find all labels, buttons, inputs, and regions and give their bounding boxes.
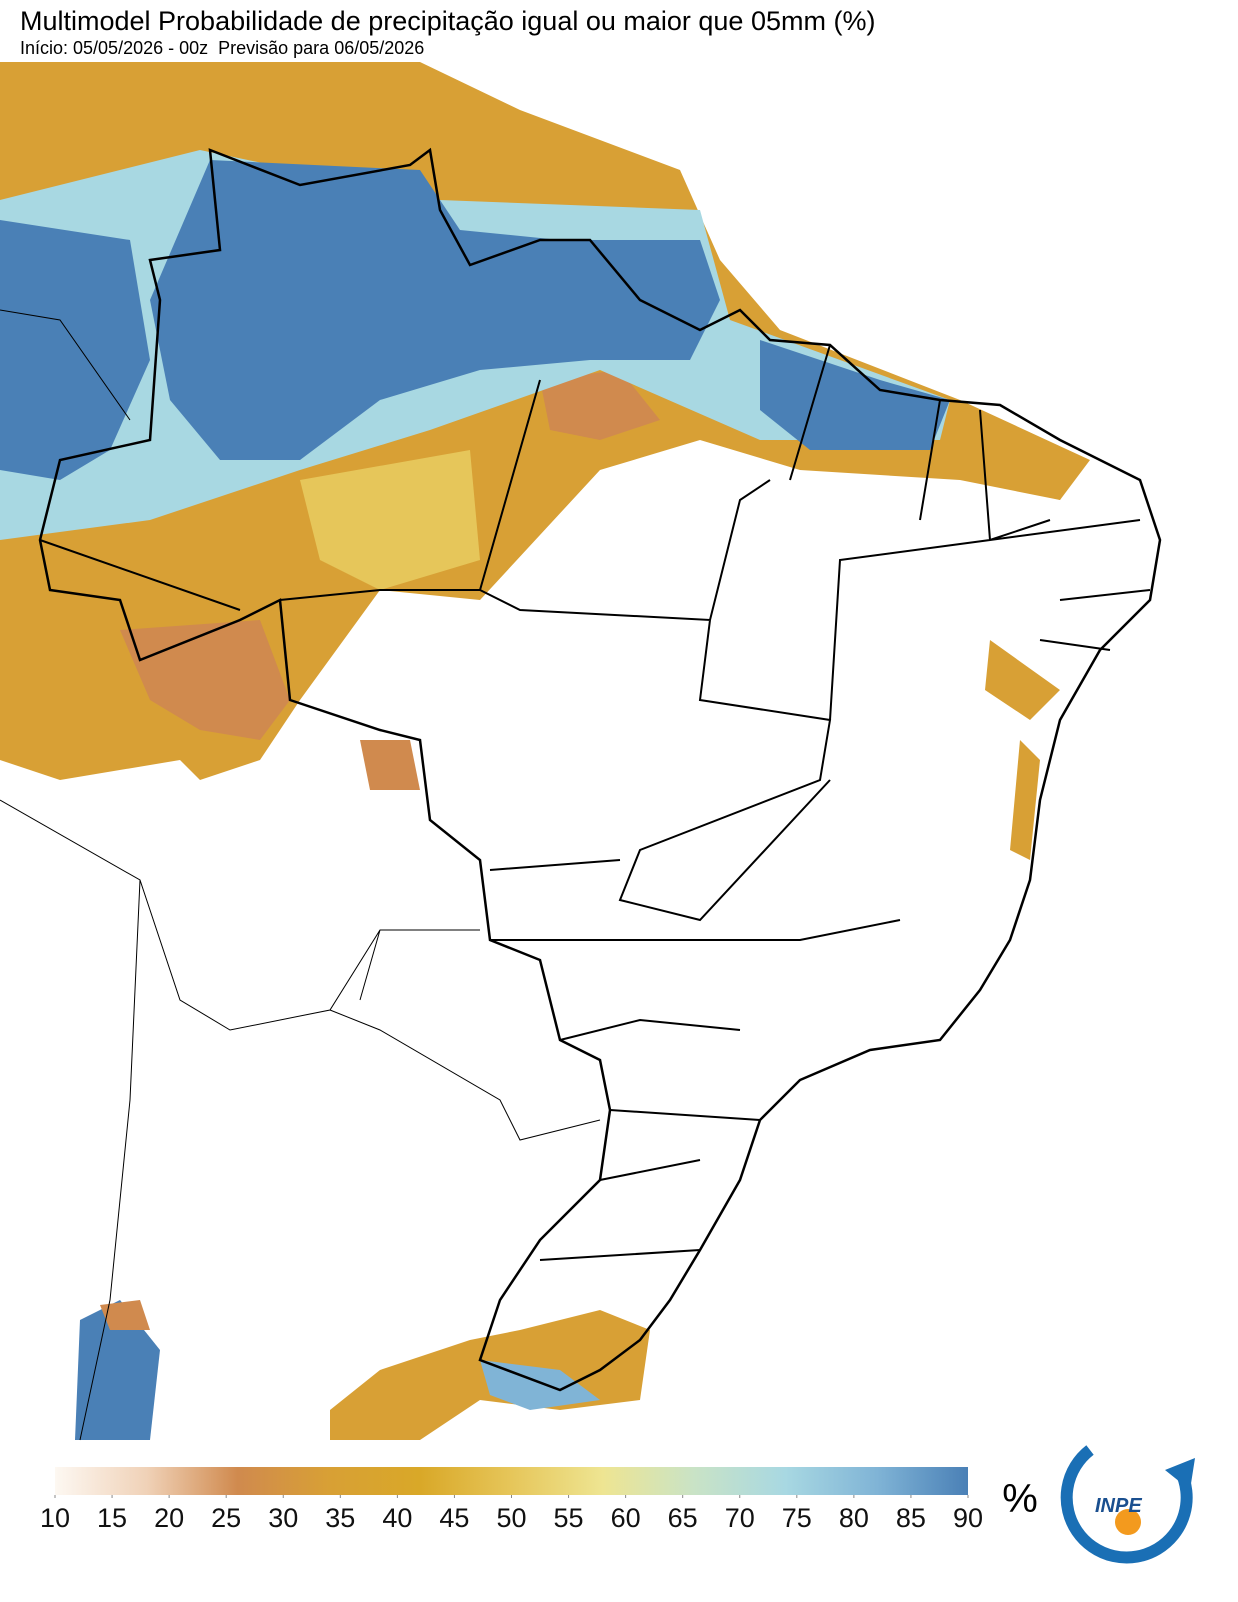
logo-arc	[1060, 1445, 1193, 1564]
colorbar-tick-label: 85	[896, 1503, 926, 1533]
colorbar-tick-label: 10	[40, 1503, 70, 1533]
colorbar-tick-label: 75	[782, 1503, 812, 1533]
field-chile-edge	[100, 1300, 150, 1330]
field-chile	[75, 1300, 160, 1440]
borders	[0, 147, 1162, 1441]
precip-field	[0, 62, 1090, 1440]
logo-arrow	[1165, 1458, 1195, 1490]
country-lines	[0, 309, 601, 1441]
field-east	[960, 410, 1080, 860]
colorbar-tick-label: 45	[439, 1503, 469, 1533]
colorbar-tick-label: 55	[554, 1503, 584, 1533]
colorbar-tick-label: 25	[211, 1503, 241, 1533]
title: Multimodel Probabilidade de precipitação…	[20, 6, 876, 36]
colorbar-tick-label: 65	[668, 1503, 698, 1533]
subtitle: Início: 05/05/2026 - 00z Previsão para 0…	[20, 38, 425, 58]
field-yellow	[300, 250, 600, 590]
logo: INPE	[1060, 1445, 1195, 1564]
colorbar-tick-label: 40	[382, 1503, 412, 1533]
colorbar-tick-label: 35	[325, 1503, 355, 1533]
colorbar	[55, 1467, 968, 1495]
logo-dot	[1115, 1509, 1141, 1535]
colorbar-tick-label: 50	[496, 1503, 526, 1533]
field-blue	[0, 160, 950, 480]
colorbar-tick-label: 70	[725, 1503, 755, 1533]
field-tan	[120, 370, 660, 790]
brazil-outline	[38, 147, 1162, 1392]
logo-text: INPE	[1095, 1495, 1142, 1517]
colorbar-tick-label: 20	[154, 1503, 184, 1533]
colorbar-tick-label: 15	[97, 1503, 127, 1533]
colorbar-tick-label: 80	[839, 1503, 869, 1533]
state-lines	[39, 344, 1151, 1261]
colorbar-tick-label: 60	[611, 1503, 641, 1533]
colorbar-unit: %	[1002, 1477, 1038, 1521]
colorbar-tick-label: 30	[268, 1503, 298, 1533]
colorbar-tick-label: 90	[953, 1503, 983, 1533]
